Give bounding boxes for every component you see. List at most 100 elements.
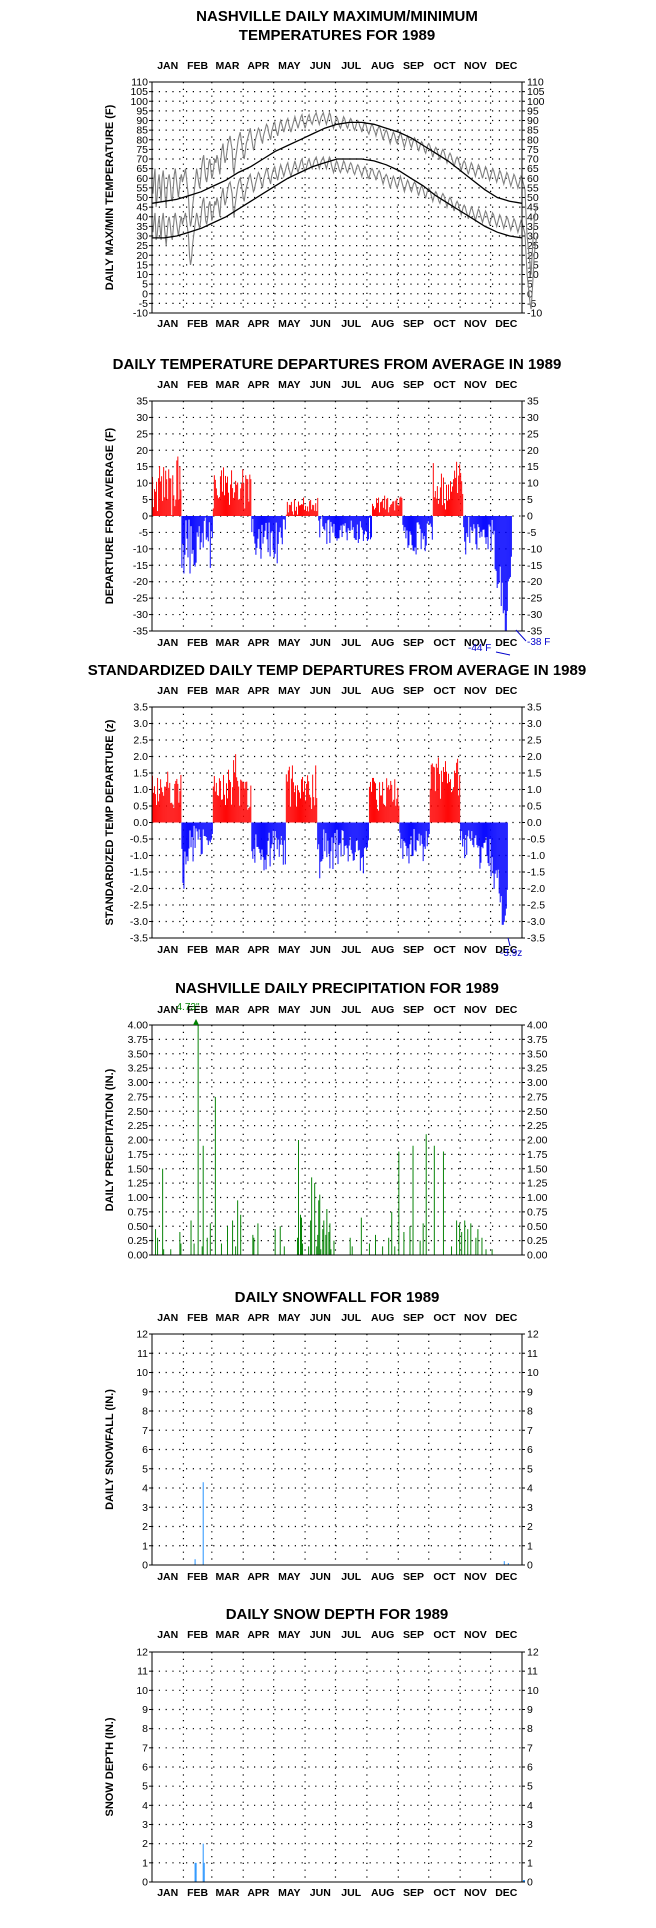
y-tick-label-left: 11: [137, 1666, 148, 1678]
y-tick-label-right: 0.75: [527, 1206, 548, 1218]
warm-bar: [369, 781, 371, 823]
warm-bar: [217, 795, 219, 823]
data-bar: [461, 1232, 463, 1255]
warm-bar: [215, 782, 217, 823]
y-tick-label-right: 70: [527, 154, 539, 166]
data-bar: [227, 1226, 229, 1255]
month-label-bottom: OCT: [433, 1571, 456, 1583]
warm-bar: [384, 495, 386, 516]
warm-bar: [450, 779, 452, 823]
warm-bar: [220, 470, 222, 516]
cold-bar: [328, 822, 330, 854]
warm-bar: [306, 783, 308, 823]
y-tick-label-right: 9: [527, 1386, 533, 1398]
cold-bar: [415, 822, 417, 852]
y-tick-label-right: 80: [527, 134, 539, 146]
chart-title: NASHVILLE DAILY MAXIMUM/MINIMUM: [196, 8, 478, 25]
cold-bar: [354, 516, 356, 540]
y-tick-label-left: 7: [142, 1425, 148, 1437]
cold-bar: [476, 822, 478, 845]
y-tick-label-right: 2.0: [527, 751, 542, 763]
cold-bar: [410, 516, 412, 535]
warm-bar: [378, 810, 380, 823]
cold-bar: [270, 822, 272, 849]
data-bar: [302, 1243, 304, 1255]
month-label-top: NOV: [464, 1629, 487, 1641]
temps-panel: NASHVILLE DAILY MAXIMUM/MINIMUM TEMPERATU…: [104, 8, 545, 330]
warm-bar: [439, 487, 441, 516]
cold-bar: [327, 516, 329, 521]
cold-bar: [493, 516, 495, 531]
warm-bar: [230, 781, 232, 823]
data-bar: [459, 1223, 461, 1255]
month-label-top: MAY: [278, 1629, 300, 1641]
cold-bar: [367, 516, 369, 540]
month-label-top: JAN: [157, 685, 178, 697]
warm-bar: [218, 778, 220, 823]
month-label-top: JUL: [341, 379, 361, 391]
data-bar: [235, 1246, 237, 1255]
y-tick-label-left: 0: [142, 1877, 148, 1889]
cold-bar: [471, 516, 473, 531]
cold-bar: [414, 822, 416, 851]
cold-bar: [418, 516, 420, 525]
y-tick-label-left: 3.25: [128, 1063, 149, 1075]
month-label-top: DEC: [495, 685, 518, 697]
warm-bar: [175, 499, 177, 516]
warm-bar: [396, 498, 398, 516]
cold-bar: [410, 822, 412, 837]
y-tick-label-right: 100: [527, 96, 545, 108]
warm-bar: [287, 512, 289, 516]
month-label-top: JUN: [310, 685, 331, 697]
y-tick-label-left: 2: [142, 1838, 148, 1850]
warm-bar: [395, 805, 397, 823]
month-label-bottom: DEC: [495, 318, 518, 330]
data-bar: [388, 1237, 390, 1255]
cold-bar: [320, 516, 322, 519]
cold-bar: [497, 822, 499, 870]
warm-bar: [241, 780, 243, 823]
warm-bar: [371, 503, 373, 516]
month-label-top: JUL: [341, 1312, 361, 1324]
cold-bar: [404, 516, 406, 528]
cold-bar: [489, 822, 491, 839]
y-tick-label-right: 2: [527, 1838, 533, 1850]
y-tick-label-left: 30: [136, 231, 148, 243]
warm-bar: [448, 773, 449, 823]
data-bar: [333, 1240, 335, 1255]
cold-bar: [275, 516, 277, 523]
cold-bar: [496, 822, 498, 878]
cold-bar: [406, 822, 408, 857]
cold-bar: [337, 822, 339, 865]
cold-bar: [472, 822, 474, 845]
cold-bar: [464, 822, 466, 859]
cold-bar: [349, 822, 351, 838]
y-tick-label-right: 20: [527, 445, 539, 457]
cold-bar: [417, 516, 419, 523]
y-tick-label-right: -5: [527, 527, 536, 539]
y-axis-label: DAILY PRECIPITATION (IN.): [104, 1068, 116, 1211]
cold-bar: [262, 516, 264, 544]
warm-bar: [458, 795, 460, 823]
cold-bar: [361, 516, 363, 530]
cold-bar: [257, 516, 259, 539]
y-tick-label-left: 3: [142, 1819, 148, 1831]
warm-bar: [223, 495, 225, 516]
cold-bar: [251, 822, 253, 852]
warm-bar: [301, 504, 303, 516]
cold-bar: [200, 516, 202, 543]
month-label-top: OCT: [433, 379, 456, 391]
cold-bar: [364, 822, 366, 848]
cold-bar: [254, 822, 256, 863]
y-tick-label-left: 6: [142, 1762, 148, 1774]
cold-bar: [274, 822, 276, 832]
warm-bar: [249, 474, 251, 516]
cold-bar: [491, 516, 493, 520]
y-tick-label-left: 1.50: [128, 1163, 149, 1175]
cold-bar: [265, 822, 267, 870]
y-tick-label-left: 2.75: [128, 1091, 149, 1103]
cold-bar: [188, 822, 190, 849]
cold-bar: [467, 516, 469, 538]
warm-bar: [382, 781, 384, 823]
month-label-bottom: APR: [247, 1887, 270, 1899]
